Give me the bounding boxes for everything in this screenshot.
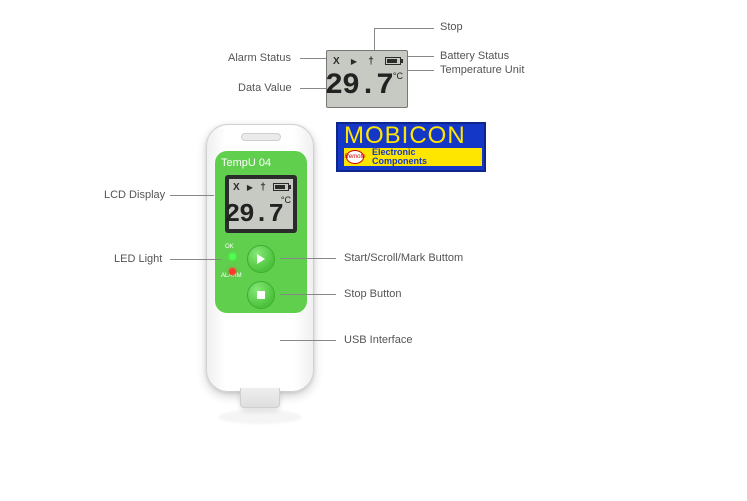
callout-alarm-status: Alarm Status — [228, 52, 291, 64]
lcd-unit: °C — [393, 71, 403, 81]
callout-stop: Stop — [440, 21, 463, 33]
callout-battery: Battery Status — [440, 50, 509, 62]
led-ok — [229, 253, 236, 260]
device-lcd: X ▶ † 29.7 °C — [229, 179, 293, 229]
callout-line — [280, 294, 336, 295]
callout-line — [374, 28, 434, 29]
led-row — [229, 253, 236, 275]
brand-strip: Remote Electronic Components — [344, 148, 482, 166]
led-alarm — [229, 268, 236, 275]
lcd-icon-row: X ▶ † — [333, 55, 401, 67]
device-shadow — [218, 410, 302, 424]
callout-line — [408, 70, 434, 71]
callout-line — [170, 195, 214, 196]
start-button[interactable] — [247, 245, 275, 273]
stop-glyph: † — [368, 56, 374, 67]
alarm-glyph: X — [333, 56, 340, 67]
callout-line — [300, 88, 326, 89]
top-lcd: X ▶ † 29.7 °C — [326, 50, 408, 108]
battery-icon — [273, 183, 289, 191]
callout-temp-unit: Temperature Unit — [440, 64, 524, 76]
play-icon — [256, 253, 266, 265]
device-slot — [241, 133, 281, 141]
callout-start-button: Start/Scroll/Mark Buttom — [344, 252, 463, 264]
stop-icon — [256, 290, 266, 300]
callout-line — [374, 28, 375, 50]
device-model-label: TempU 04 — [221, 157, 271, 169]
play-glyph: ▶ — [247, 183, 253, 192]
callout-led-light: LED Light — [114, 253, 162, 265]
callout-stop-button: Stop Button — [344, 288, 402, 300]
callout-line — [280, 258, 336, 259]
battery-icon — [385, 57, 401, 65]
alarm-glyph: X — [233, 182, 240, 193]
button-row-bottom — [215, 281, 307, 309]
lcd-value: 29.7 — [325, 69, 393, 103]
callout-lcd-display: LCD Display — [104, 189, 165, 201]
brand-badge: MOBICON Remote Electronic Components — [336, 122, 486, 172]
device-lcd-frame: X ▶ † 29.7 °C — [225, 175, 297, 233]
callout-line — [300, 58, 326, 59]
device-lcd-value: 29.7 — [225, 199, 283, 229]
callout-line — [170, 259, 222, 260]
stop-glyph: † — [260, 182, 266, 193]
device-lcd-unit: °C — [281, 195, 291, 205]
stop-button[interactable] — [247, 281, 275, 309]
callout-usb: USB Interface — [344, 334, 412, 346]
brand-title: MOBICON — [344, 122, 466, 150]
callout-line — [280, 340, 336, 341]
device: X ▶ † 29.7 °C OK ALARM — [206, 124, 314, 424]
device-lcd-iconrow: X ▶ † — [233, 181, 289, 193]
callout-data-value: Data Value — [238, 82, 292, 94]
top-lcd-inner: X ▶ † 29.7 °C — [329, 53, 405, 105]
play-glyph: ▶ — [351, 57, 357, 66]
callout-line — [408, 56, 434, 57]
brand-sub: Electronic Components — [372, 148, 427, 166]
brand-circle: Remote — [346, 150, 364, 164]
device-panel: X ▶ † 29.7 °C OK ALARM — [215, 151, 307, 313]
brand-sub2: Components — [372, 157, 427, 166]
usb-connector — [240, 388, 280, 408]
